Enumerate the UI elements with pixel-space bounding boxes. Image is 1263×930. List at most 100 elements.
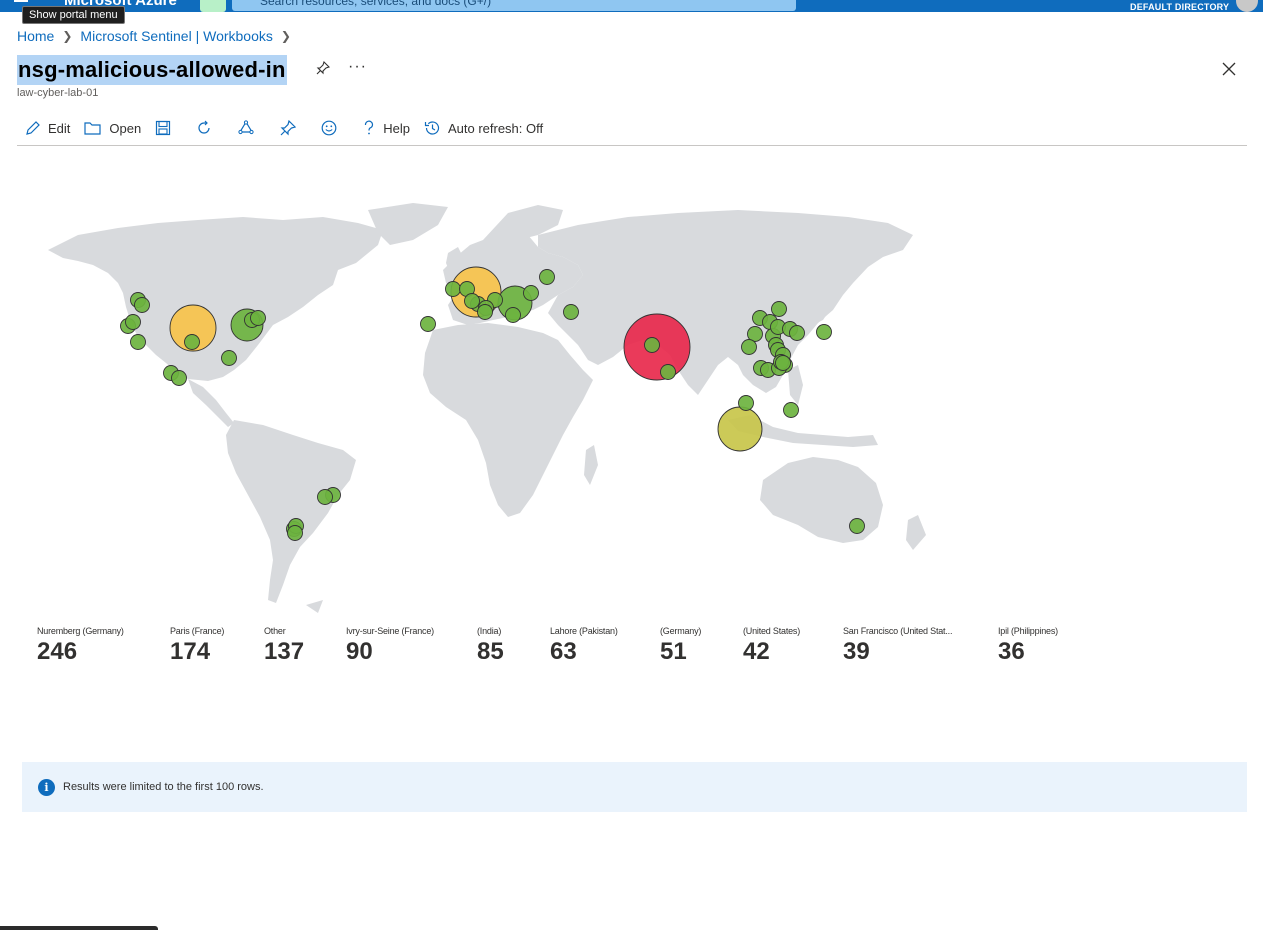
land-australia xyxy=(760,457,883,543)
auto-refresh-button[interactable]: Auto refresh: Off xyxy=(424,116,543,140)
tile-value: 137 xyxy=(264,638,305,665)
workspace-subtitle: law-cyber-lab-01 xyxy=(17,87,99,99)
land-philippines xyxy=(788,365,803,405)
help-icon[interactable] xyxy=(984,0,998,8)
tile-value: 246 xyxy=(37,638,78,665)
map-marker[interactable] xyxy=(783,402,799,418)
workbook-toolbar: Edit Open Help Auto refresh: Off xyxy=(17,116,1247,146)
tile-item[interactable]: Other 137 xyxy=(264,626,304,666)
settings-icon[interactable] xyxy=(944,0,958,8)
map-marker[interactable] xyxy=(539,269,555,285)
map-marker[interactable] xyxy=(775,355,791,371)
tile-item[interactable]: (India) 85 xyxy=(477,626,504,666)
map-marker[interactable] xyxy=(250,310,266,326)
map-marker[interactable] xyxy=(420,316,436,332)
directory-label[interactable]: DEFAULT DIRECTORY xyxy=(1130,2,1230,12)
land-madagascar xyxy=(584,445,598,485)
chevron-right-icon: ❯ xyxy=(280,29,291,43)
world-map xyxy=(48,203,926,613)
more-options-icon[interactable]: ··· xyxy=(348,58,367,75)
tile-value: 174 xyxy=(170,638,211,665)
tile-value: 39 xyxy=(843,638,870,665)
help-label: Help xyxy=(383,120,410,136)
directory-filter-icon[interactable] xyxy=(864,0,878,8)
feedback-button[interactable] xyxy=(321,116,344,140)
save-button[interactable] xyxy=(155,116,178,140)
open-label: Open xyxy=(109,120,142,136)
tile-item[interactable]: (United States) 42 xyxy=(743,626,800,666)
avatar[interactable] xyxy=(1236,0,1258,12)
edit-button[interactable]: Edit xyxy=(25,116,70,140)
map-marker[interactable] xyxy=(660,364,676,380)
brand-label[interactable]: Microsoft Azure xyxy=(64,0,177,9)
taskbar-stub xyxy=(0,926,158,930)
map-marker[interactable] xyxy=(125,314,141,330)
land-new-zealand xyxy=(906,515,926,550)
smiley-icon xyxy=(321,120,337,136)
map-marker[interactable] xyxy=(171,370,187,386)
tile-item[interactable]: Ipil (Philippines) 36 xyxy=(998,626,1058,666)
tile-label: Paris (France) xyxy=(170,626,225,636)
tile-item[interactable]: Nuremberg (Germany) 246 xyxy=(37,626,124,666)
account-feedback-icon[interactable] xyxy=(1022,0,1036,8)
breadcrumb-home[interactable]: Home xyxy=(17,28,55,44)
map-marker[interactable] xyxy=(789,325,805,341)
map-marker[interactable] xyxy=(184,334,200,350)
open-button[interactable]: Open xyxy=(84,116,141,140)
map-marker[interactable] xyxy=(771,301,787,317)
map-marker[interactable] xyxy=(747,326,763,342)
land-antarctica xyxy=(306,600,323,613)
pin-icon[interactable] xyxy=(316,60,331,78)
tile-value: 36 xyxy=(998,638,1025,665)
help-button[interactable]: Help xyxy=(362,116,410,140)
map-marker[interactable] xyxy=(717,406,763,452)
map-marker[interactable] xyxy=(445,281,461,297)
tile-item[interactable]: (Germany) 51 xyxy=(660,626,701,666)
map-marker[interactable] xyxy=(221,350,237,366)
land-south-america xyxy=(226,420,356,603)
land-scandinavia xyxy=(483,205,563,240)
map-marker[interactable] xyxy=(741,339,757,355)
chevron-right-icon: ❯ xyxy=(62,29,73,43)
map-marker[interactable] xyxy=(849,518,865,534)
map-marker[interactable] xyxy=(317,489,333,505)
breadcrumb-sentinel-workbooks[interactable]: Microsoft Sentinel | Workbooks xyxy=(80,28,273,44)
tile-item[interactable]: Paris (France) 174 xyxy=(170,626,224,666)
map-marker[interactable] xyxy=(464,293,480,309)
tile-item[interactable]: San Francisco (United Stat... 39 xyxy=(843,626,952,666)
top-navigation-bar: Microsoft Azure Search resources, servic… xyxy=(0,0,1263,12)
pin-button[interactable] xyxy=(280,116,303,140)
close-icon[interactable] xyxy=(1222,60,1236,81)
save-icon xyxy=(156,120,171,136)
tile-label: Ivry-sur-Seine (France) xyxy=(346,626,434,636)
global-search-input[interactable]: Search resources, services, and docs (G+… xyxy=(232,0,796,11)
map-marker[interactable] xyxy=(169,304,217,352)
map-marker[interactable] xyxy=(505,307,521,323)
info-icon: i xyxy=(38,778,55,796)
tile-item[interactable]: Lahore (Pakistan) 63 xyxy=(550,626,618,666)
map-marker[interactable] xyxy=(644,337,660,353)
map-marker[interactable] xyxy=(287,525,303,541)
land-asia xyxy=(538,210,913,395)
map-marker[interactable] xyxy=(477,304,493,320)
map-marker[interactable] xyxy=(134,297,150,313)
map-marker[interactable] xyxy=(130,334,146,350)
share-button[interactable] xyxy=(237,116,262,140)
land-indonesia xyxy=(728,415,878,447)
map-marker[interactable] xyxy=(816,324,832,340)
notifications-icon[interactable] xyxy=(904,0,918,8)
map-marker[interactable] xyxy=(738,395,754,411)
edit-label: Edit xyxy=(48,120,71,136)
map-marker[interactable] xyxy=(563,304,579,320)
tile-label: San Francisco (United Stat... xyxy=(843,626,953,636)
cloud-shell-icon[interactable] xyxy=(200,0,226,12)
info-message-bar: i Results were limited to the first 100 … xyxy=(22,762,1247,812)
refresh-button[interactable] xyxy=(196,116,219,140)
map-marker[interactable] xyxy=(523,285,539,301)
tile-item[interactable]: Ivry-sur-Seine (France) 90 xyxy=(346,626,434,666)
hamburger-menu-icon[interactable] xyxy=(14,0,28,3)
tile-value: 63 xyxy=(550,638,577,665)
feedback-icon[interactable] xyxy=(824,0,838,8)
share-icon xyxy=(238,120,254,135)
info-message-text: Results were limited to the first 100 ro… xyxy=(63,781,264,793)
